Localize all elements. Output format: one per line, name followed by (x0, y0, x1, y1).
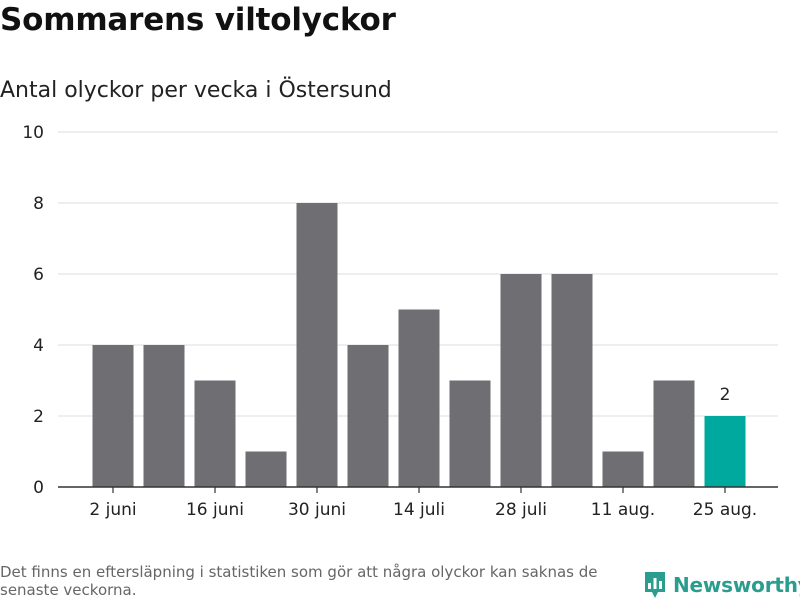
x-axis-ticks: 2 juni 16 juni 30 juni 14 juli 28 juli 11 aug… (89, 487, 757, 520)
data-labels: 2 (720, 385, 731, 405)
x-tick-label: 30 juni (288, 500, 346, 520)
bar-highlight (704, 416, 746, 487)
x-tick-label: 16 juni (186, 500, 244, 520)
y-tick-label: 4 (33, 336, 44, 356)
chart-subtitle: Antal olyckor per vecka i Östersund (0, 78, 392, 103)
bar (143, 345, 185, 487)
x-tick-label: 11 aug. (591, 500, 655, 520)
footnote: Det finns en eftersläpning i statistiken… (0, 563, 598, 599)
bars (92, 203, 746, 487)
brand: Newsworthy (643, 570, 800, 600)
bar (347, 345, 389, 487)
bar (500, 274, 542, 487)
bar (92, 345, 134, 487)
bar (398, 309, 440, 487)
bar-chart: 0 2 4 6 8 10 2 2 juni 16 juni 30 juni 14 juli 28 … (22, 123, 778, 520)
y-tick-label: 10 (22, 123, 44, 143)
bar-value-label: 2 (720, 385, 731, 405)
bar (602, 451, 644, 487)
bar (653, 380, 695, 487)
bar (296, 203, 338, 487)
y-tick-label: 2 (33, 407, 44, 427)
bar (551, 274, 593, 487)
y-tick-label: 0 (33, 478, 44, 498)
y-tick-label: 6 (33, 265, 44, 285)
x-tick-label: 14 juli (393, 500, 445, 520)
brand-name: Newsworthy (673, 573, 800, 597)
chart-title: Sommarens viltolyckor (0, 2, 396, 38)
x-tick-label: 28 juli (495, 500, 547, 520)
x-tick-label: 2 juni (89, 500, 136, 520)
bar (194, 380, 236, 487)
bar (245, 451, 287, 487)
bar (449, 380, 491, 487)
y-tick-label: 8 (33, 194, 44, 214)
x-tick-label: 25 aug. (693, 500, 757, 520)
y-axis-tick-labels: 0 2 4 6 8 10 (22, 123, 44, 498)
newsworthy-logo-icon (645, 572, 665, 598)
